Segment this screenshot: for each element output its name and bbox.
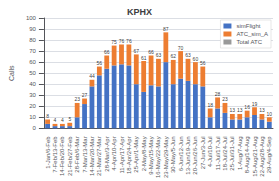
svg-text:76: 76 [119, 38, 125, 44]
svg-text:61: 61 [141, 55, 147, 61]
svg-text:70: 70 [29, 48, 36, 54]
svg-text:4-Jul/10-Jul: 4-Jul/10-Jul [207, 136, 213, 167]
svg-text:40: 40 [29, 81, 36, 87]
svg-text:27-Jun/3-Jul: 27-Jun/3-Jul [200, 136, 206, 169]
svg-text:56: 56 [97, 60, 103, 66]
svg-text:6-Jun/12-Jun: 6-Jun/12-Jun [178, 136, 184, 171]
svg-text:23: 23 [222, 96, 228, 102]
svg-text:23-May/29-May: 23-May/29-May [163, 136, 169, 178]
svg-text:60: 60 [193, 56, 199, 62]
svg-text:60: 60 [29, 59, 36, 65]
svg-text:44: 44 [89, 73, 95, 79]
svg-text:25-Jul/31-Jul: 25-Jul/31-Jul [229, 136, 235, 170]
svg-text:13: 13 [230, 107, 236, 113]
svg-text:62: 62 [170, 53, 176, 59]
svg-text:29-Aug/4-Sep: 29-Aug/4-Sep [266, 136, 272, 174]
svg-text:1-Jan/6-Feb: 1-Jan/6-Feb [45, 136, 51, 169]
svg-text:2-May/8-May: 2-May/8-May [141, 136, 147, 171]
svg-text:KPHX: KPHX [127, 7, 152, 17]
svg-text:10: 10 [29, 114, 36, 120]
svg-text:4-Apr/10-Apr: 4-Apr/10-Apr [111, 136, 117, 170]
svg-text:0: 0 [33, 125, 37, 131]
svg-text:20-Jun/26-Jun: 20-Jun/26-Jun [192, 136, 198, 174]
svg-text:30-May/5-Jun: 30-May/5-Jun [170, 136, 176, 173]
svg-text:23: 23 [74, 96, 80, 102]
svg-text:4: 4 [54, 117, 57, 123]
svg-text:22-Aug/28-Aug: 22-Aug/28-Aug [259, 136, 265, 176]
svg-text:21-Feb/27-Feb: 21-Feb/27-Feb [67, 136, 73, 176]
svg-text:50: 50 [29, 70, 36, 76]
svg-text:7-Mar/13-Mar: 7-Mar/13-Mar [82, 136, 88, 172]
svg-text:Total ATC: Total ATC [236, 39, 262, 45]
svg-text:21-Mar/27-Mar: 21-Mar/27-Mar [96, 136, 102, 176]
svg-text:1-Aug/7-Aug: 1-Aug/7-Aug [237, 136, 243, 170]
svg-text:28: 28 [215, 91, 221, 97]
svg-text:80: 80 [29, 37, 36, 43]
svg-text:5: 5 [68, 116, 71, 122]
svg-text:66: 66 [104, 49, 110, 55]
svg-text:27: 27 [82, 92, 88, 98]
svg-text:13: 13 [237, 107, 243, 113]
svg-text:11-Apr/17-Apr: 11-Apr/17-Apr [119, 136, 125, 173]
svg-text:10: 10 [267, 111, 273, 117]
svg-text:70: 70 [178, 45, 184, 51]
svg-text:Calls: Calls [8, 65, 15, 81]
svg-text:9-May/15-May: 9-May/15-May [148, 136, 154, 174]
svg-text:30: 30 [29, 92, 36, 98]
svg-text:16-May/22-May: 16-May/22-May [155, 136, 161, 178]
svg-text:25-Apr/1-May: 25-Apr/1-May [133, 136, 139, 172]
svg-text:76: 76 [126, 38, 132, 44]
svg-text:63: 63 [185, 52, 191, 58]
svg-text:11-Jul/17-Jul: 11-Jul/17-Jul [215, 136, 221, 170]
svg-text:75: 75 [111, 39, 117, 45]
svg-text:15-Aug/21-Aug: 15-Aug/21-Aug [252, 136, 258, 176]
svg-text:18-Jul/24-Jul: 18-Jul/24-Jul [222, 136, 228, 170]
svg-text:28-Feb/6-Mar: 28-Feb/6-Mar [74, 136, 80, 172]
svg-text:18: 18 [207, 102, 213, 108]
svg-text:87: 87 [163, 26, 169, 32]
svg-text:18-Apr/24-Apr: 18-Apr/24-Apr [126, 136, 132, 174]
svg-text:14-Feb/20-Feb: 14-Feb/20-Feb [59, 136, 65, 176]
svg-text:28-Mar/3-Apr: 28-Mar/3-Apr [104, 136, 110, 171]
svg-text:67: 67 [134, 48, 140, 54]
svg-text:100: 100 [26, 15, 37, 21]
svg-text:simFlight: simFlight [236, 23, 260, 29]
svg-text:66: 66 [148, 49, 154, 55]
svg-text:56: 56 [200, 60, 206, 66]
svg-text:63: 63 [156, 52, 162, 58]
svg-text:8: 8 [46, 113, 49, 119]
svg-text:13-Jun/19-Jun: 13-Jun/19-Jun [185, 136, 191, 174]
svg-text:14-Mar/20-Mar: 14-Mar/20-Mar [89, 136, 95, 176]
svg-text:16: 16 [244, 104, 250, 110]
svg-text:13: 13 [259, 107, 265, 113]
svg-text:8-Aug/14-Aug: 8-Aug/14-Aug [244, 136, 250, 173]
svg-text:19: 19 [252, 101, 258, 107]
svg-text:90: 90 [29, 26, 36, 32]
svg-text:7-Feb/13-Feb: 7-Feb/13-Feb [52, 136, 58, 173]
svg-text:ATC_sim_A: ATC_sim_A [236, 31, 268, 37]
svg-text:20: 20 [29, 103, 36, 109]
svg-text:4: 4 [61, 117, 64, 123]
